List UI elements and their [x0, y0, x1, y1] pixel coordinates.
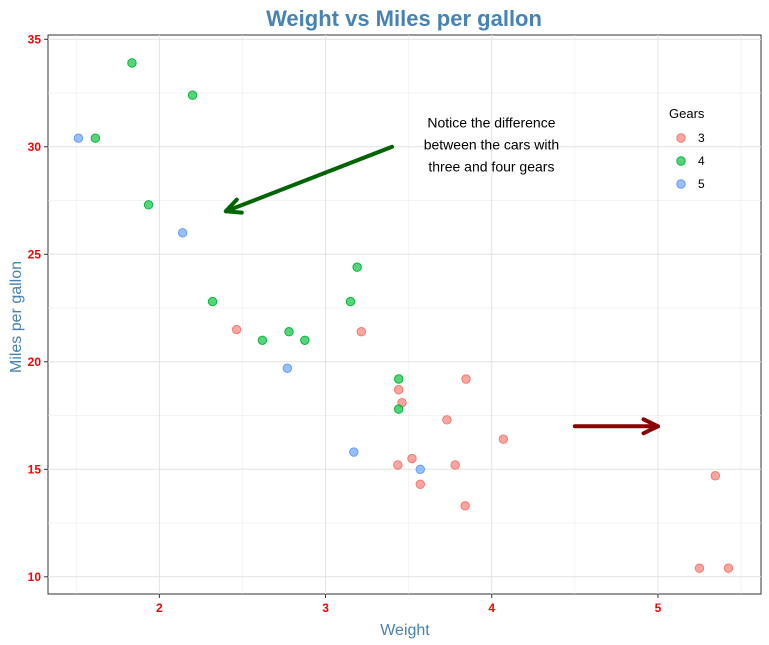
data-point-gear-3	[710, 471, 720, 481]
annotation-arrow-head	[641, 417, 660, 436]
legend-items: 3 4 5	[676, 131, 705, 191]
y-axis-ticks: 10 15 20 25 30 35	[28, 32, 48, 584]
data-point-gear-4	[90, 133, 101, 143]
data-point-gear-3	[460, 501, 470, 511]
annotation-arrow-shaft	[223, 144, 395, 214]
legend-key-gear-3	[676, 133, 686, 143]
data-point-gear-4	[207, 296, 218, 307]
data-point-gear-3	[407, 453, 417, 464]
y-tick-label: 10	[28, 570, 42, 584]
legend-key-gear-4	[676, 156, 686, 166]
data-point-gear-4	[352, 262, 362, 272]
data-point-gear-3	[694, 563, 705, 573]
y-tick-label: 35	[28, 32, 42, 46]
data-point-gear-5	[177, 228, 188, 238]
panel-border	[47, 34, 762, 595]
data-point-gear-4	[257, 335, 268, 345]
legend: Gears 3 4 5	[669, 106, 705, 191]
data-point-gear-5	[73, 133, 84, 143]
data-point-gear-5	[415, 464, 425, 474]
annotation-line: between the cars with	[424, 136, 559, 152]
data-point-gear-4	[393, 404, 404, 414]
data-point-gear-3	[393, 460, 403, 470]
data-point-gear-4	[127, 58, 137, 68]
legend-key-gear-5	[676, 179, 686, 189]
plot-panel: Notice the difference between the cars wi…	[47, 34, 762, 595]
data-point-gear-4	[187, 90, 198, 100]
y-axis-title: Miles per gallon	[8, 261, 25, 373]
legend-label-gear-4: 4	[698, 154, 705, 168]
data-point-gear-4	[300, 335, 310, 345]
y-tick-label: 15	[28, 462, 42, 476]
legend-title: Gears	[669, 106, 705, 121]
annotation-line: Notice the difference	[427, 114, 555, 130]
annotation-text: Notice the difference between the cars wi…	[424, 114, 559, 174]
y-tick-label: 30	[28, 140, 42, 154]
data-point-gear-4	[284, 327, 294, 337]
data-point-gear-4	[143, 200, 154, 210]
data-point-gear-3	[450, 460, 460, 470]
grid-lines	[48, 35, 761, 594]
x-tick-label: 2	[156, 601, 163, 615]
data-point-gear-3	[442, 415, 452, 425]
x-tick-label: 3	[322, 601, 329, 615]
legend-label-gear-3: 3	[698, 131, 705, 145]
annotation-arrow-head	[223, 197, 244, 215]
data-point-gear-3	[356, 327, 366, 337]
data-point-gear-3	[415, 479, 425, 490]
chart-title: Weight vs Miles per gallon	[266, 6, 542, 31]
annotation-line: three and four gears	[428, 158, 554, 174]
data-point-gear-3	[498, 434, 509, 444]
data-point-gear-4	[345, 296, 356, 307]
y-tick-label: 25	[28, 247, 42, 261]
data-point-gear-3	[231, 324, 242, 335]
x-tick-label: 5	[655, 601, 662, 615]
data-point-gear-3	[461, 374, 471, 384]
data-point-gear-3	[393, 385, 404, 395]
x-tick-label: 4	[488, 601, 495, 615]
x-axis-title: Weight	[380, 622, 430, 639]
data-point-gear-3	[723, 563, 734, 573]
data-point-gear-5	[282, 363, 293, 373]
x-axis-ticks: 2 3 4 5	[156, 594, 662, 615]
y-tick-label: 20	[28, 355, 42, 369]
data-point-gear-4	[393, 374, 404, 384]
annotation-arrows	[223, 144, 660, 436]
legend-label-gear-5: 5	[698, 177, 705, 191]
data-points	[73, 58, 734, 573]
data-point-gear-5	[349, 447, 359, 457]
